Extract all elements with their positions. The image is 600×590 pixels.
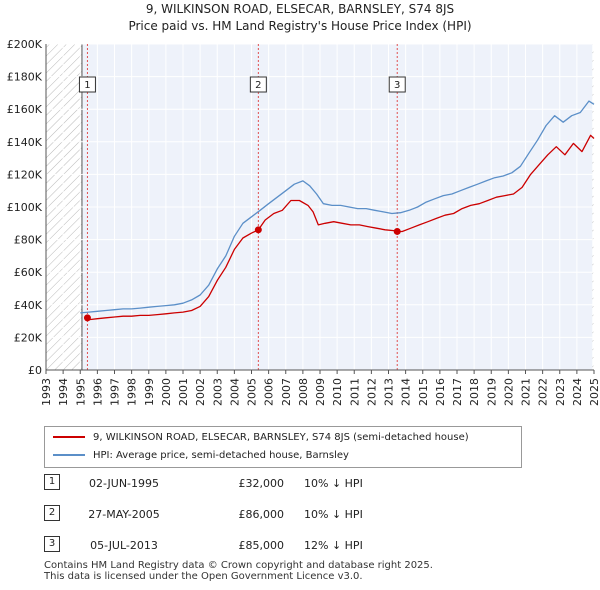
x-tick-label: 2021 — [520, 378, 533, 406]
x-tick-label: 2014 — [400, 378, 413, 406]
y-tick-label: £180K — [7, 71, 43, 84]
x-tick-label: 1998 — [126, 378, 139, 406]
y-tick-label: £60K — [14, 266, 43, 279]
x-tick-label: 2025 — [588, 378, 600, 406]
transaction-date: 02-JUN-1995 — [88, 477, 160, 490]
x-tick-label: 1993 — [40, 378, 53, 406]
y-tick-label: £80K — [14, 234, 43, 247]
x-tick-label: 1999 — [143, 378, 156, 406]
x-tick-label: 2000 — [160, 378, 173, 406]
price-chart: £0 £20K £40K £60K £80K £100K £120K £140K £160K £1… — [7, 38, 600, 406]
transaction-hpi-diff: 10% ↓ HPI — [304, 508, 363, 521]
x-tick-label: 2023 — [554, 378, 567, 406]
footer-licence: This data is licensed under the Open Gov… — [44, 571, 363, 582]
x-tick-label: 2008 — [297, 378, 310, 406]
sale-marker-box — [249, 76, 267, 93]
legend-label-property: 9, WILKINSON ROAD, ELSECAR, BARNSLEY, S7… — [93, 432, 469, 443]
transaction-date: 27-MAY-2005 — [88, 508, 160, 521]
legend-label-hpi: HPI: Average price, semi-detached house,… — [93, 450, 349, 461]
x-tick-label: 2015 — [417, 378, 430, 406]
x-tick-label: 2005 — [246, 378, 259, 406]
y-tick-label: £0 — [28, 364, 42, 377]
x-tick-label: 2017 — [451, 378, 464, 406]
legend-item-hpi: HPI: Average price, semi-detached house,… — [53, 447, 349, 465]
transaction-hpi-diff: 10% ↓ HPI — [304, 477, 363, 490]
x-tick-label: 1994 — [57, 378, 70, 406]
legend-swatch-hpi — [53, 454, 85, 456]
legend-swatch-property — [53, 436, 85, 438]
transaction-date: 05-JUL-2013 — [90, 539, 158, 552]
transaction-price: £32,000 — [238, 477, 285, 490]
transaction-marker: 1 — [44, 474, 60, 490]
x-tick-label: 1995 — [74, 378, 87, 406]
sale-point — [254, 226, 262, 234]
x-tick-label: 2002 — [194, 378, 207, 406]
x-tick-label: 2007 — [280, 378, 293, 406]
sale-point — [393, 227, 401, 235]
x-tick-label: 2012 — [365, 378, 378, 406]
x-tick-label: 2019 — [485, 378, 498, 406]
x-tick-label: 2009 — [314, 378, 327, 406]
transaction-marker: 3 — [44, 536, 60, 552]
y-tick-label: £120K — [7, 168, 43, 181]
x-tick-label: 2004 — [228, 378, 241, 406]
series-line — [80, 100, 595, 314]
sale-marker-label: 2 — [255, 80, 261, 91]
y-tick-label: £40K — [14, 299, 43, 312]
series-line — [87, 134, 595, 321]
transaction-hpi-diff: 12% ↓ HPI — [304, 539, 363, 552]
x-tick-label: 2003 — [211, 378, 224, 406]
x-tick-label: 2018 — [468, 378, 481, 406]
footer-attribution: Contains HM Land Registry data © Crown c… — [44, 560, 433, 582]
sale-point — [83, 314, 91, 322]
chart-subtitle: Price paid vs. HM Land Registry's House … — [128, 19, 472, 33]
sale-marker-box — [78, 76, 96, 93]
chart-legend: 9, WILKINSON ROAD, ELSECAR, BARNSLEY, S7… — [44, 426, 522, 468]
transaction-price: £86,000 — [238, 508, 285, 521]
x-tick-label: 2001 — [177, 378, 190, 406]
legend-item-property: 9, WILKINSON ROAD, ELSECAR, BARNSLEY, S7… — [53, 429, 469, 447]
x-tick-label: 1997 — [109, 378, 122, 406]
sale-marker-box — [388, 76, 406, 93]
x-tick-label: 2016 — [434, 378, 447, 406]
sale-marker-label: 1 — [84, 80, 90, 91]
x-tick-label: 2013 — [383, 378, 396, 406]
sale-marker-label: 3 — [394, 80, 400, 91]
y-tick-label: £160K — [7, 103, 43, 116]
y-tick-label: £200K — [7, 38, 43, 51]
x-tick-label: 2022 — [537, 378, 550, 406]
footer-copyright: Contains HM Land Registry data © Crown c… — [44, 560, 433, 571]
y-tick-label: £100K — [7, 201, 43, 214]
x-tick-label: 2020 — [502, 378, 515, 406]
x-tick-label: 2010 — [331, 378, 344, 406]
y-tick-label: £20K — [14, 331, 43, 344]
transaction-marker: 2 — [44, 505, 60, 521]
x-tick-label: 2011 — [348, 378, 361, 406]
x-tick-label: 2006 — [263, 378, 276, 406]
y-tick-label: £140K — [7, 136, 43, 149]
chart-title: 9, WILKINSON ROAD, ELSECAR, BARNSLEY, S7… — [145, 2, 455, 16]
transaction-price: £85,000 — [238, 539, 285, 552]
x-tick-label: 1996 — [91, 378, 104, 406]
x-tick-label: 2024 — [571, 378, 584, 406]
